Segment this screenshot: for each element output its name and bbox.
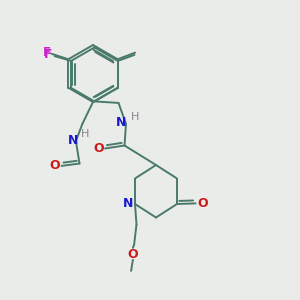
Text: N: N (123, 197, 134, 210)
Text: H: H (81, 129, 90, 140)
Text: O: O (50, 159, 60, 172)
Text: O: O (197, 197, 208, 210)
Text: N: N (68, 134, 78, 148)
Text: H: H (131, 112, 139, 122)
Text: F: F (42, 46, 50, 59)
Text: O: O (127, 248, 138, 261)
Text: O: O (93, 142, 104, 155)
Text: F: F (44, 48, 53, 61)
Text: N: N (116, 116, 127, 129)
